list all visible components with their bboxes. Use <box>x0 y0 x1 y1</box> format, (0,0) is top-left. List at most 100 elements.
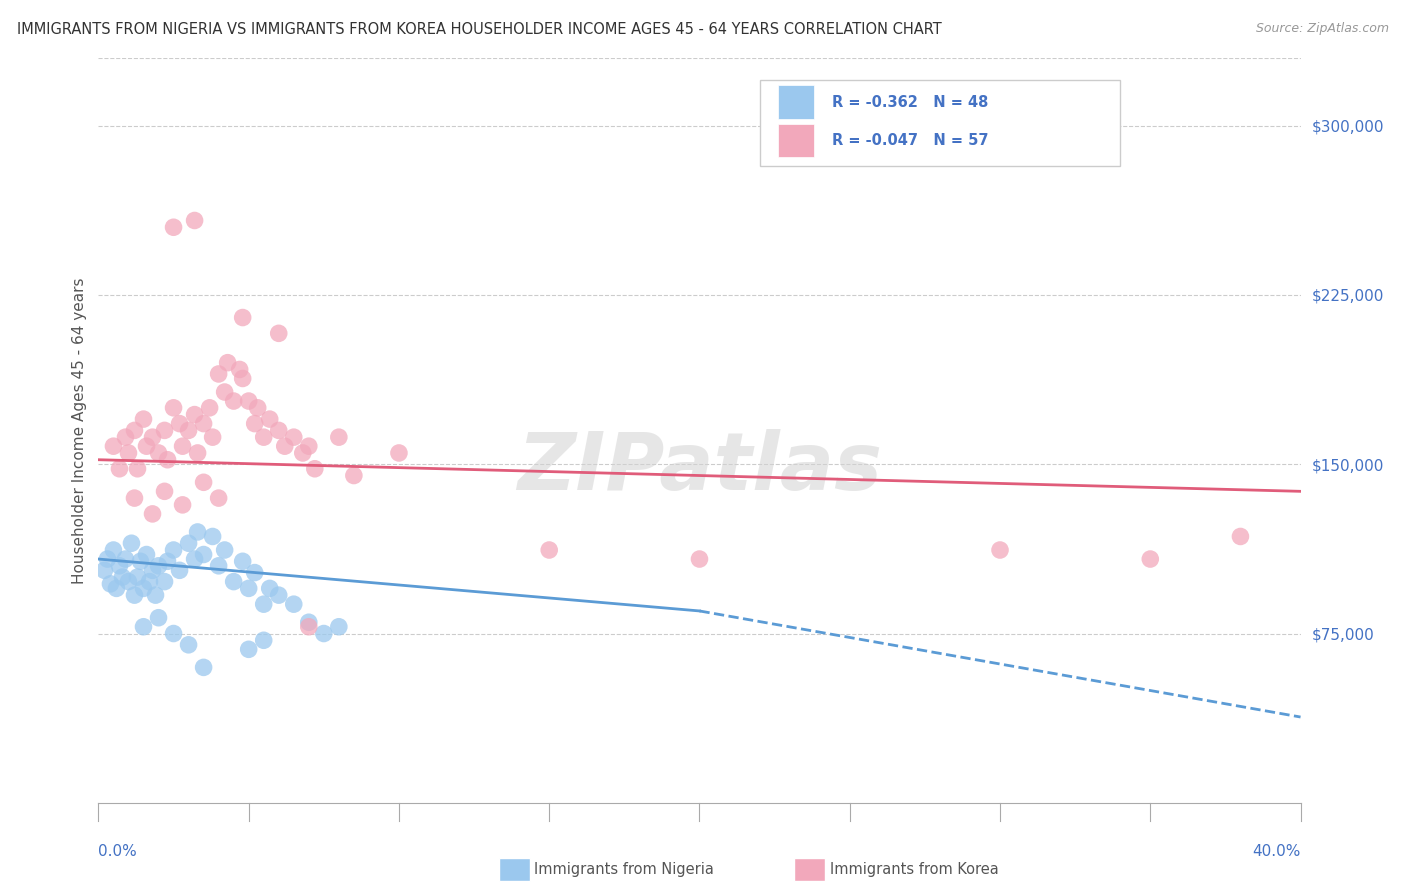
Point <box>100 577 122 591</box>
Point <box>145 588 167 602</box>
Point <box>141 507 163 521</box>
Point <box>267 326 290 341</box>
Point <box>201 430 224 444</box>
Point <box>114 552 136 566</box>
Point <box>1229 529 1251 543</box>
Point <box>222 394 245 409</box>
Point <box>162 220 184 235</box>
Point <box>214 543 236 558</box>
Point <box>148 611 170 625</box>
Point <box>253 633 276 648</box>
Point <box>156 554 179 568</box>
Point <box>538 543 561 558</box>
Point <box>246 401 269 415</box>
Point <box>127 570 149 584</box>
Point <box>208 367 231 381</box>
Point <box>103 543 125 558</box>
Point <box>291 446 314 460</box>
Point <box>183 552 205 566</box>
Point <box>259 582 281 596</box>
Point <box>304 462 326 476</box>
Point <box>222 574 245 589</box>
Point <box>238 394 260 409</box>
Point <box>148 558 170 573</box>
Point <box>156 452 179 467</box>
Point <box>129 554 152 568</box>
Point <box>127 462 149 476</box>
Point <box>177 638 200 652</box>
Text: ZIPatlas: ZIPatlas <box>517 429 882 507</box>
Point <box>153 484 176 499</box>
Text: R = -0.047   N = 57: R = -0.047 N = 57 <box>832 133 988 148</box>
Point <box>177 536 200 550</box>
Point <box>201 529 224 543</box>
Text: IMMIGRANTS FROM NIGERIA VS IMMIGRANTS FROM KOREA HOUSEHOLDER INCOME AGES 45 - 64: IMMIGRANTS FROM NIGERIA VS IMMIGRANTS FR… <box>17 22 942 37</box>
FancyBboxPatch shape <box>778 86 814 119</box>
Point <box>198 401 221 415</box>
Point <box>124 588 146 602</box>
Point <box>132 412 155 426</box>
Point <box>208 558 231 573</box>
Point <box>228 362 250 376</box>
Point <box>153 424 176 438</box>
Point <box>328 620 350 634</box>
Point <box>193 475 215 490</box>
Point <box>328 430 350 444</box>
Point <box>114 430 136 444</box>
Point <box>267 424 290 438</box>
Point <box>132 582 155 596</box>
Point <box>108 558 131 573</box>
Text: 0.0%: 0.0% <box>98 844 138 859</box>
FancyBboxPatch shape <box>778 124 814 157</box>
Point <box>298 615 321 630</box>
Point <box>183 408 205 422</box>
Point <box>96 552 118 566</box>
Point <box>93 563 115 577</box>
Point <box>135 439 157 453</box>
Point <box>193 417 215 431</box>
Point <box>312 626 335 640</box>
Point <box>232 310 254 325</box>
Point <box>162 543 184 558</box>
Point <box>124 491 146 505</box>
Text: Source: ZipAtlas.com: Source: ZipAtlas.com <box>1256 22 1389 36</box>
Point <box>1139 552 1161 566</box>
Point <box>232 371 254 385</box>
Point <box>232 554 254 568</box>
Point <box>177 424 200 438</box>
Point <box>105 582 128 596</box>
Point <box>283 430 305 444</box>
Point <box>193 660 215 674</box>
Point <box>187 446 209 460</box>
Point <box>162 401 184 415</box>
Point <box>298 620 321 634</box>
Point <box>253 430 276 444</box>
Point <box>253 597 276 611</box>
Point <box>388 446 411 460</box>
Point <box>283 597 305 611</box>
Point <box>169 417 191 431</box>
Point <box>138 574 160 589</box>
Point <box>141 430 163 444</box>
Y-axis label: Householder Income Ages 45 - 64 years: Householder Income Ages 45 - 64 years <box>72 277 87 583</box>
Point <box>169 563 191 577</box>
Point <box>688 552 710 566</box>
Point <box>238 642 260 657</box>
Point <box>259 412 281 426</box>
Point <box>172 498 194 512</box>
Point <box>217 356 239 370</box>
Point <box>238 582 260 596</box>
Point <box>111 570 134 584</box>
Point <box>135 548 157 562</box>
Point <box>183 213 205 227</box>
Point <box>243 566 266 580</box>
Point <box>267 588 290 602</box>
FancyBboxPatch shape <box>759 80 1121 166</box>
Point <box>124 424 146 438</box>
Point <box>162 626 184 640</box>
Point <box>148 446 170 460</box>
Point <box>187 524 209 539</box>
Point <box>172 439 194 453</box>
Point <box>988 543 1011 558</box>
Text: 40.0%: 40.0% <box>1253 844 1301 859</box>
